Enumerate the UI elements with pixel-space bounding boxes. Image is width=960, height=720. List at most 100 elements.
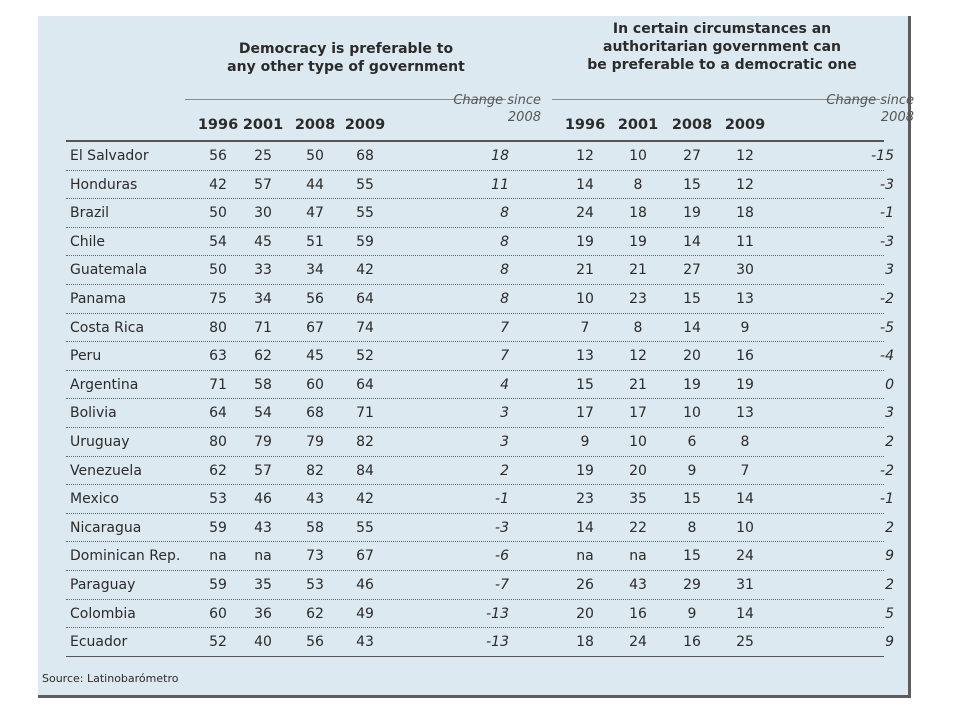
group-rule-left xyxy=(185,99,506,100)
change-cell: 5 xyxy=(885,605,894,622)
value-cell: 14 xyxy=(736,605,754,622)
change-cell: -2 xyxy=(880,290,894,307)
year-header: 2008 xyxy=(294,117,336,133)
change-cell: -15 xyxy=(871,148,894,164)
value-cell: 17 xyxy=(576,405,594,422)
value-cell: 51 xyxy=(306,233,324,250)
value-cell: 24 xyxy=(736,548,754,565)
value-cell: 15 xyxy=(576,376,594,393)
change-cell: 2 xyxy=(500,462,509,479)
country-cell: Argentina xyxy=(70,376,139,393)
value-cell: 42 xyxy=(356,262,374,279)
value-cell: 35 xyxy=(629,491,647,508)
value-cell: 56 xyxy=(209,148,227,164)
value-cell: 53 xyxy=(209,491,227,508)
value-cell: 44 xyxy=(306,176,324,193)
value-cell: 13 xyxy=(736,405,754,422)
value-cell: 14 xyxy=(576,176,594,193)
year-header: 2008 xyxy=(671,117,713,133)
change-header-line: Change since xyxy=(826,93,914,108)
value-cell: 42 xyxy=(356,491,374,508)
value-cell: 82 xyxy=(306,462,324,479)
value-cell: 23 xyxy=(576,491,594,508)
value-cell: na xyxy=(209,548,227,565)
table-row: Uruguay 80 79 79 82 9 10 6 8 3 2 xyxy=(66,428,894,457)
value-cell: 42 xyxy=(209,176,227,193)
value-cell: 21 xyxy=(629,376,647,393)
value-cell: 55 xyxy=(356,176,374,193)
group-rule-right xyxy=(552,99,880,100)
change-cell: -1 xyxy=(880,491,894,508)
value-cell: 9 xyxy=(687,462,697,479)
change-cell: -3 xyxy=(880,176,894,193)
value-cell: 52 xyxy=(356,348,374,365)
year-header: 2001 xyxy=(242,117,284,133)
value-cell: 53 xyxy=(306,576,324,593)
value-cell: 15 xyxy=(683,548,701,565)
table-row: Peru 63 62 45 52 13 12 20 16 7 -4 xyxy=(66,342,894,371)
value-cell: 15 xyxy=(683,290,701,307)
value-cell: 64 xyxy=(356,290,374,307)
value-cell: 30 xyxy=(254,205,272,222)
value-cell: 79 xyxy=(254,433,272,450)
table-row: Nicaragua 59 43 58 55 14 22 8 10 -3 2 xyxy=(66,514,894,543)
change-cell: -7 xyxy=(495,576,509,593)
value-cell: 59 xyxy=(209,519,227,536)
change-cell: 18 xyxy=(491,148,509,164)
table-row: Chile 54 45 51 59 19 19 14 11 8 -3 xyxy=(66,228,894,257)
value-cell: 33 xyxy=(254,262,272,279)
country-cell: Bolivia xyxy=(70,405,117,422)
value-cell: 50 xyxy=(209,262,227,279)
group-header-line: In certain circumstances an xyxy=(612,21,832,37)
value-cell: 8 xyxy=(633,176,643,193)
table-row: Dominican Rep. na na 73 67 na na 15 24 -6 9 xyxy=(66,542,894,571)
value-cell: 7 xyxy=(580,319,590,336)
value-cell: 55 xyxy=(356,519,374,536)
value-cell: 22 xyxy=(629,519,647,536)
change-cell: 3 xyxy=(885,405,894,422)
change-cell: -5 xyxy=(880,319,894,336)
value-cell: 9 xyxy=(580,433,590,450)
value-cell: 43 xyxy=(629,576,647,593)
country-cell: Colombia xyxy=(70,605,136,622)
country-cell: Paraguay xyxy=(70,576,136,593)
country-cell: Peru xyxy=(70,348,102,365)
change-cell: 8 xyxy=(500,205,509,222)
value-cell: 16 xyxy=(736,348,754,365)
value-cell: 23 xyxy=(629,290,647,307)
change-cell: -6 xyxy=(495,548,509,565)
table-row: Bolivia 64 54 68 71 17 17 10 13 3 3 xyxy=(66,399,894,428)
value-cell: 43 xyxy=(356,634,374,651)
value-cell: 63 xyxy=(209,348,227,365)
change-cell: 0 xyxy=(885,376,894,393)
value-cell: 56 xyxy=(306,290,324,307)
value-cell: 46 xyxy=(356,576,374,593)
value-cell: 67 xyxy=(306,319,324,336)
value-cell: 19 xyxy=(576,233,594,250)
value-cell: 68 xyxy=(306,405,324,422)
value-cell: 21 xyxy=(576,262,594,279)
table-row: Venezuela 62 57 82 84 19 20 9 7 2 -2 xyxy=(66,457,894,486)
value-cell: 25 xyxy=(736,634,754,651)
value-cell: 54 xyxy=(254,405,272,422)
change-cell: 2 xyxy=(885,433,894,450)
value-cell: 27 xyxy=(683,148,701,164)
value-cell: 13 xyxy=(736,290,754,307)
value-cell: na xyxy=(254,548,272,565)
group-header-line: be preferable to a democratic one xyxy=(587,57,857,73)
change-cell: -1 xyxy=(495,491,509,508)
change-cell: -3 xyxy=(495,519,509,536)
value-cell: 79 xyxy=(306,433,324,450)
value-cell: 18 xyxy=(629,205,647,222)
value-cell: 54 xyxy=(209,233,227,250)
value-cell: 68 xyxy=(356,148,374,164)
value-cell: 12 xyxy=(576,148,594,164)
change-cell: 11 xyxy=(491,176,509,193)
value-cell: 12 xyxy=(629,348,647,365)
change-cell: 3 xyxy=(885,262,894,279)
value-cell: 14 xyxy=(576,519,594,536)
value-cell: 62 xyxy=(306,605,324,622)
value-cell: 20 xyxy=(629,462,647,479)
table-row: Paraguay 59 35 53 46 26 43 29 31 -7 2 xyxy=(66,571,894,600)
table-row: Argentina 71 58 60 64 15 21 19 19 4 0 xyxy=(66,371,894,400)
